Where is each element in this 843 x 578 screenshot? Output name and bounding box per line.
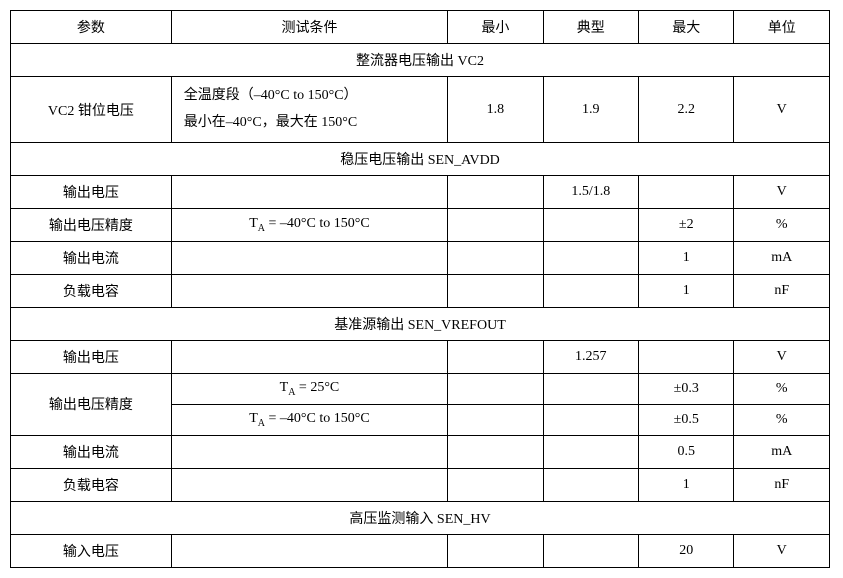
cell-typ: 1.257 — [543, 341, 638, 374]
col-cond: 测试条件 — [171, 11, 447, 44]
section-title: 整流器电压输出 VC2 — [11, 44, 830, 77]
cell-unit: % — [734, 404, 830, 435]
table-row: 输出电流 0.5 mA — [11, 435, 830, 468]
cell-param: VC2 钳位电压 — [11, 77, 172, 143]
section-header: 基准源输出 SEN_VREFOUT — [11, 308, 830, 341]
cell-max: 20 — [639, 534, 734, 567]
cell-min — [448, 209, 543, 242]
cond-line2: 最小在–40°C，最大在 150°C — [184, 115, 357, 130]
cell-max: ±2 — [639, 209, 734, 242]
cell-cond: 全温度段（–40°C to 150°C） 最小在–40°C，最大在 150°C — [171, 77, 447, 143]
ta-label: TA = 25°C — [280, 380, 340, 395]
cell-cond: TA = –40°C to 150°C — [171, 404, 447, 435]
cell-typ — [543, 435, 638, 468]
cell-min — [448, 468, 543, 501]
cell-min — [448, 176, 543, 209]
cell-param: 输出电压 — [11, 341, 172, 374]
cell-max — [639, 341, 734, 374]
cell-max: ±0.3 — [639, 374, 734, 405]
cell-unit: % — [734, 209, 830, 242]
table-row: 输出电压 1.5/1.8 V — [11, 176, 830, 209]
cell-param: 输出电压精度 — [11, 374, 172, 436]
cell-max: 2.2 — [639, 77, 734, 143]
cell-max: 1 — [639, 275, 734, 308]
cell-param: 输入电压 — [11, 534, 172, 567]
ta-label: TA = –40°C to 150°C — [249, 411, 369, 426]
cell-param: 输出电流 — [11, 435, 172, 468]
col-typ: 典型 — [543, 11, 638, 44]
table-row: 输出电压 1.257 V — [11, 341, 830, 374]
cell-unit: V — [734, 77, 830, 143]
section-header: 稳压电压输出 SEN_AVDD — [11, 143, 830, 176]
section-title: 高压监测输入 SEN_HV — [11, 501, 830, 534]
cell-min — [448, 534, 543, 567]
cell-param: 输出电压精度 — [11, 209, 172, 242]
col-max: 最大 — [639, 11, 734, 44]
cell-cond — [171, 468, 447, 501]
cell-max — [639, 176, 734, 209]
cell-typ — [543, 534, 638, 567]
table-row: 输出电流 1 mA — [11, 242, 830, 275]
cell-cond — [171, 176, 447, 209]
cell-param: 输出电流 — [11, 242, 172, 275]
table-row: 负载电容 1 nF — [11, 275, 830, 308]
cell-typ — [543, 468, 638, 501]
cell-min — [448, 374, 543, 405]
cell-typ — [543, 275, 638, 308]
section-header: 整流器电压输出 VC2 — [11, 44, 830, 77]
cell-min — [448, 242, 543, 275]
cell-param: 输出电压 — [11, 176, 172, 209]
cell-cond — [171, 341, 447, 374]
cell-max: 0.5 — [639, 435, 734, 468]
cell-typ — [543, 404, 638, 435]
cond-line1: 全温度段（–40°C to 150°C） — [184, 88, 358, 103]
header-row: 参数 测试条件 最小 典型 最大 单位 — [11, 11, 830, 44]
cell-typ — [543, 209, 638, 242]
section-title: 稳压电压输出 SEN_AVDD — [11, 143, 830, 176]
cell-max: 1 — [639, 468, 734, 501]
cell-min: 1.8 — [448, 77, 543, 143]
table-row: 输出电压精度 TA = 25°C ±0.3 % — [11, 374, 830, 405]
cell-param: 负载电容 — [11, 275, 172, 308]
cell-typ: 1.9 — [543, 77, 638, 143]
cell-cond — [171, 435, 447, 468]
cell-min — [448, 275, 543, 308]
cell-cond: TA = 25°C — [171, 374, 447, 405]
cell-typ — [543, 374, 638, 405]
section-title: 基准源输出 SEN_VREFOUT — [11, 308, 830, 341]
cell-typ: 1.5/1.8 — [543, 176, 638, 209]
cell-min — [448, 404, 543, 435]
table-row: 输入电压 20 V — [11, 534, 830, 567]
col-min: 最小 — [448, 11, 543, 44]
table-row: 输出电压精度 TA = –40°C to 150°C ±2 % — [11, 209, 830, 242]
ta-label: TA = –40°C to 150°C — [249, 216, 369, 231]
cell-unit: nF — [734, 468, 830, 501]
cell-min — [448, 435, 543, 468]
cell-unit: mA — [734, 435, 830, 468]
cell-typ — [543, 242, 638, 275]
cell-min — [448, 341, 543, 374]
table-row: VC2 钳位电压 全温度段（–40°C to 150°C） 最小在–40°C，最… — [11, 77, 830, 143]
cell-cond: TA = –40°C to 150°C — [171, 209, 447, 242]
spec-table: 参数 测试条件 最小 典型 最大 单位 整流器电压输出 VC2 VC2 钳位电压… — [10, 10, 830, 568]
cell-unit: V — [734, 176, 830, 209]
cell-unit: V — [734, 534, 830, 567]
cell-unit: nF — [734, 275, 830, 308]
cell-param: 负载电容 — [11, 468, 172, 501]
col-param: 参数 — [11, 11, 172, 44]
cell-unit: % — [734, 374, 830, 405]
cell-cond — [171, 242, 447, 275]
cell-cond — [171, 534, 447, 567]
cell-unit: mA — [734, 242, 830, 275]
cell-cond — [171, 275, 447, 308]
section-header: 高压监测输入 SEN_HV — [11, 501, 830, 534]
cell-max: ±0.5 — [639, 404, 734, 435]
table-row: 负载电容 1 nF — [11, 468, 830, 501]
cell-max: 1 — [639, 242, 734, 275]
cell-unit: V — [734, 341, 830, 374]
col-unit: 单位 — [734, 11, 830, 44]
